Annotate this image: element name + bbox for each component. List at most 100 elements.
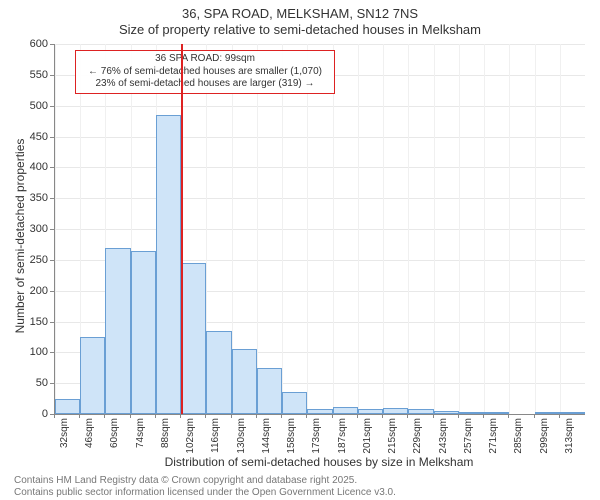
- vgridline: [333, 44, 334, 414]
- gridline: [55, 44, 585, 45]
- gridline: [55, 106, 585, 107]
- vgridline: [535, 44, 536, 414]
- x-tick-mark: [382, 414, 383, 418]
- x-tick-mark: [332, 414, 333, 418]
- histogram-bar: [459, 412, 484, 414]
- vgridline: [358, 44, 359, 414]
- x-tick-label: 173sqm: [311, 418, 322, 454]
- histogram-bar: [408, 409, 433, 414]
- vgridline: [282, 44, 283, 414]
- x-tick-mark: [79, 414, 80, 418]
- vgridline: [55, 44, 56, 414]
- marker-annotation-box: 36 SPA ROAD: 99sqm ← 76% of semi-detache…: [75, 50, 335, 94]
- x-tick-label: 299sqm: [539, 418, 550, 454]
- x-tick-mark: [256, 414, 257, 418]
- annotation-larger: 23% of semi-detached houses are larger (…: [80, 78, 330, 91]
- vgridline: [383, 44, 384, 414]
- y-tick-label: 100: [8, 346, 48, 358]
- x-tick-label: 201sqm: [362, 418, 373, 454]
- vgridline: [509, 44, 510, 414]
- histogram-bar: [560, 412, 585, 414]
- y-tick-mark: [50, 44, 54, 45]
- gridline: [55, 229, 585, 230]
- x-tick-mark: [508, 414, 509, 418]
- x-tick-mark: [458, 414, 459, 418]
- histogram-bar: [535, 412, 560, 414]
- gridline: [55, 167, 585, 168]
- x-tick-mark: [231, 414, 232, 418]
- y-tick-mark: [50, 352, 54, 353]
- histogram-bar: [307, 409, 332, 414]
- y-tick-label: 200: [8, 285, 48, 297]
- x-tick-label: 313sqm: [564, 418, 575, 454]
- annotation-title: 36 SPA ROAD: 99sqm: [80, 53, 330, 66]
- y-tick-label: 250: [8, 254, 48, 266]
- y-tick-label: 550: [8, 69, 48, 81]
- vgridline: [257, 44, 258, 414]
- x-tick-label: 32sqm: [59, 418, 70, 448]
- x-tick-mark: [306, 414, 307, 418]
- y-tick-mark: [50, 167, 54, 168]
- x-tick-mark: [130, 414, 131, 418]
- histogram-bar: [80, 337, 105, 414]
- histogram-bar: [434, 411, 459, 414]
- y-tick-label: 600: [8, 38, 48, 50]
- histogram-bar: [131, 251, 156, 414]
- x-tick-mark: [534, 414, 535, 418]
- footer-line2: Contains public sector information licen…: [14, 487, 396, 498]
- vgridline: [560, 44, 561, 414]
- histogram-bar: [257, 368, 282, 414]
- x-tick-mark: [407, 414, 408, 418]
- x-tick-label: 88sqm: [160, 418, 171, 448]
- x-tick-mark: [483, 414, 484, 418]
- histogram-bar: [105, 248, 130, 415]
- y-tick-label: 450: [8, 131, 48, 143]
- vgridline: [408, 44, 409, 414]
- y-tick-mark: [50, 260, 54, 261]
- y-tick-mark: [50, 322, 54, 323]
- plot-area: 36 SPA ROAD: 99sqm ← 76% of semi-detache…: [54, 44, 585, 415]
- x-tick-mark: [433, 414, 434, 418]
- x-tick-mark: [155, 414, 156, 418]
- x-tick-label: 60sqm: [109, 418, 120, 448]
- marker-line: [181, 44, 183, 414]
- histogram-bar: [156, 115, 181, 414]
- histogram-bar: [358, 409, 383, 414]
- histogram-bar: [484, 412, 509, 414]
- chart-container: 36, SPA ROAD, MELKSHAM, SN12 7NS Size of…: [0, 0, 600, 500]
- y-tick-label: 400: [8, 161, 48, 173]
- y-tick-mark: [50, 106, 54, 107]
- y-tick-mark: [50, 75, 54, 76]
- y-tick-mark: [50, 229, 54, 230]
- y-tick-mark: [50, 383, 54, 384]
- gridline: [55, 137, 585, 138]
- vgridline: [307, 44, 308, 414]
- x-tick-label: 74sqm: [135, 418, 146, 448]
- y-tick-label: 0: [8, 408, 48, 420]
- y-tick-label: 50: [8, 377, 48, 389]
- x-tick-label: 257sqm: [463, 418, 474, 454]
- y-tick-label: 150: [8, 316, 48, 328]
- x-tick-mark: [559, 414, 560, 418]
- vgridline: [434, 44, 435, 414]
- y-tick-label: 300: [8, 223, 48, 235]
- vgridline: [459, 44, 460, 414]
- x-tick-label: 102sqm: [185, 418, 196, 454]
- x-tick-label: 243sqm: [438, 418, 449, 454]
- chart-title-line1: 36, SPA ROAD, MELKSHAM, SN12 7NS: [0, 6, 600, 21]
- y-tick-mark: [50, 137, 54, 138]
- x-tick-label: 285sqm: [513, 418, 524, 454]
- y-tick-mark: [50, 291, 54, 292]
- gridline: [55, 198, 585, 199]
- vgridline: [484, 44, 485, 414]
- x-tick-mark: [54, 414, 55, 418]
- histogram-bar: [181, 263, 206, 414]
- y-tick-mark: [50, 198, 54, 199]
- x-tick-label: 130sqm: [236, 418, 247, 454]
- histogram-bar: [333, 407, 358, 414]
- x-tick-label: 144sqm: [261, 418, 272, 454]
- annotation-smaller: ← 76% of semi-detached houses are smalle…: [80, 66, 330, 79]
- chart-title-line2: Size of property relative to semi-detach…: [0, 22, 600, 37]
- x-tick-mark: [357, 414, 358, 418]
- x-tick-label: 116sqm: [210, 418, 221, 453]
